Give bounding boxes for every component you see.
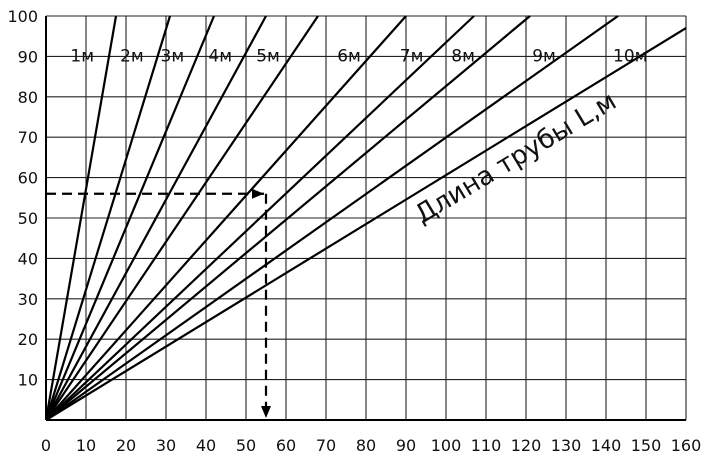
axes	[45, 16, 686, 421]
series-label-7: 7м	[400, 46, 424, 66]
y-tick-label: 70	[18, 128, 38, 147]
x-tick-label: 110	[471, 436, 502, 455]
series-line-4	[45, 15, 267, 421]
series-line-7	[45, 15, 475, 421]
x-tick-label: 20	[116, 436, 136, 455]
x-tick-label: 90	[396, 436, 416, 455]
series-line-5	[45, 15, 319, 421]
series-line-6	[45, 15, 407, 421]
series-label-5: 5м	[256, 46, 280, 66]
y-tick-label: 80	[18, 88, 38, 107]
y-tick-label: 10	[18, 371, 38, 390]
series-label-9: 9м	[532, 46, 556, 66]
y-tick-label: 90	[18, 47, 38, 66]
x-tick-label: 50	[236, 436, 256, 455]
axis-title: Длина трубы L,м	[410, 86, 622, 230]
series-line-10	[45, 27, 687, 421]
x-tick-label: 60	[276, 436, 296, 455]
y-tick-label: 40	[18, 249, 38, 268]
example-path	[46, 188, 271, 418]
grid	[46, 15, 687, 420]
x-tick-label: 120	[511, 436, 542, 455]
series-line-8	[45, 15, 531, 421]
series-line-3	[44, 15, 216, 421]
y-tick-label: 50	[18, 209, 38, 228]
x-tick-label: 80	[356, 436, 376, 455]
x-tick-label: 160	[671, 436, 702, 455]
y-tick-label: 30	[18, 290, 38, 309]
y-tick-label: 60	[18, 169, 38, 188]
series-lines	[44, 15, 687, 421]
x-tick-label: 0	[41, 436, 51, 455]
y-tick-label: 20	[18, 330, 38, 349]
series-label-4: 4м	[208, 46, 232, 66]
x-tick-label: 130	[551, 436, 582, 455]
series-line-2	[44, 15, 172, 421]
x-tick-label: 140	[591, 436, 622, 455]
example-arrow-down	[261, 406, 271, 418]
x-tick-label: 70	[316, 436, 336, 455]
example-arrow-right	[252, 188, 264, 199]
series-label-3: 3м	[161, 46, 185, 66]
series-labels: 1м 2м 3м 4м 5м 6м 7м 8м 9м 10м	[70, 46, 647, 66]
y-tick-label: 100	[7, 7, 38, 26]
series-line-1	[44, 15, 118, 421]
x-tick-label: 30	[156, 436, 176, 455]
x-tick-labels: 0 10 20 30 40 50 60 70 80 90 100 110 120 130 140 150 160	[41, 436, 701, 455]
series-label-6: 6м	[337, 46, 361, 66]
x-tick-label: 100	[431, 436, 462, 455]
series-line-9	[45, 15, 619, 421]
x-tick-label: 10	[76, 436, 96, 455]
x-tick-label: 40	[196, 436, 216, 455]
series-label-1: 1м	[70, 46, 94, 66]
series-label-10: 10м	[613, 46, 647, 66]
series-label-2: 2м	[120, 46, 144, 66]
y-tick-labels: 10 20 30 40 50 60 70 80 90 100	[7, 7, 38, 390]
series-label-8: 8м	[451, 46, 475, 66]
x-tick-label: 150	[631, 436, 662, 455]
